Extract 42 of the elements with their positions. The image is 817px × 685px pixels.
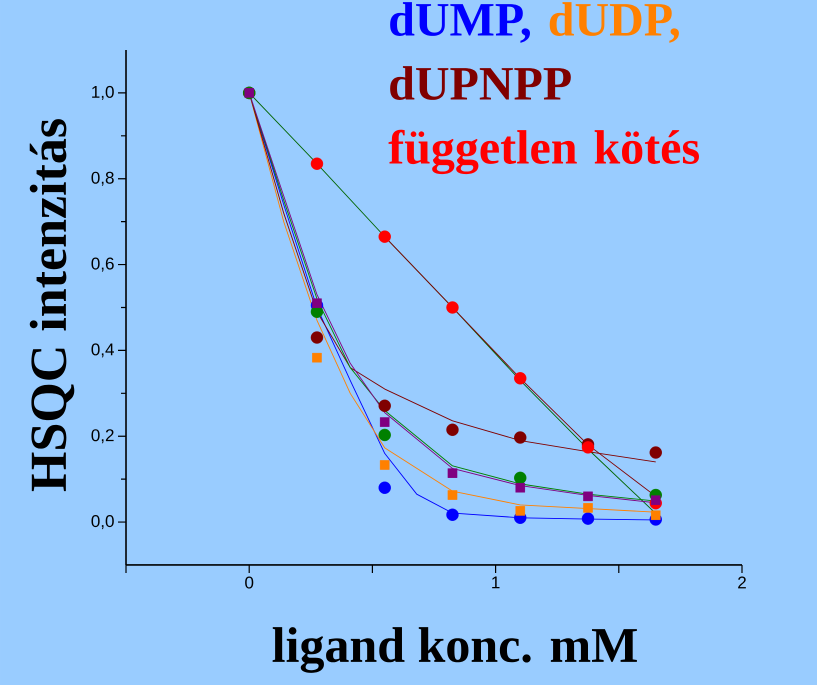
point xyxy=(515,506,526,516)
point xyxy=(448,468,458,478)
point xyxy=(312,298,322,308)
x-tick-label: 0 xyxy=(245,576,254,589)
y-tick-label: 0,6 xyxy=(92,258,114,272)
point xyxy=(446,424,459,436)
series-label: független kötés xyxy=(388,130,699,174)
point xyxy=(310,158,324,170)
point xyxy=(312,352,322,362)
point xyxy=(380,417,390,427)
point xyxy=(583,492,593,502)
x-tick-label: 2 xyxy=(738,576,746,588)
x-tick-label: 1 xyxy=(492,576,500,588)
point xyxy=(446,508,459,521)
point xyxy=(446,301,459,314)
text: dUPNPP xyxy=(390,66,571,100)
text: dUDP, xyxy=(550,2,679,43)
point xyxy=(650,446,662,459)
point xyxy=(378,482,391,494)
y-tick-label: 0,0 xyxy=(92,515,114,530)
point xyxy=(378,230,391,243)
point xyxy=(310,331,324,344)
point xyxy=(378,400,391,412)
point xyxy=(515,482,526,493)
point xyxy=(448,490,458,500)
point xyxy=(582,512,594,525)
point xyxy=(650,510,661,520)
point xyxy=(514,472,526,484)
y-tick-label: 0,4 xyxy=(92,343,114,358)
text: dUMP, xyxy=(390,2,530,43)
point xyxy=(650,495,661,505)
point xyxy=(380,460,390,470)
point xyxy=(514,372,526,384)
point xyxy=(378,428,391,442)
y-tick-label: 0,8 xyxy=(92,172,114,186)
point xyxy=(514,431,526,444)
point xyxy=(582,441,594,454)
y-tick-label: 1,0 xyxy=(92,86,114,100)
y-axis-title: HSQC intenzitás xyxy=(30,119,74,492)
y-tick-label: 0,2 xyxy=(92,429,114,444)
x-axis-title: ligand konc. mM xyxy=(272,627,637,673)
point xyxy=(583,503,593,513)
